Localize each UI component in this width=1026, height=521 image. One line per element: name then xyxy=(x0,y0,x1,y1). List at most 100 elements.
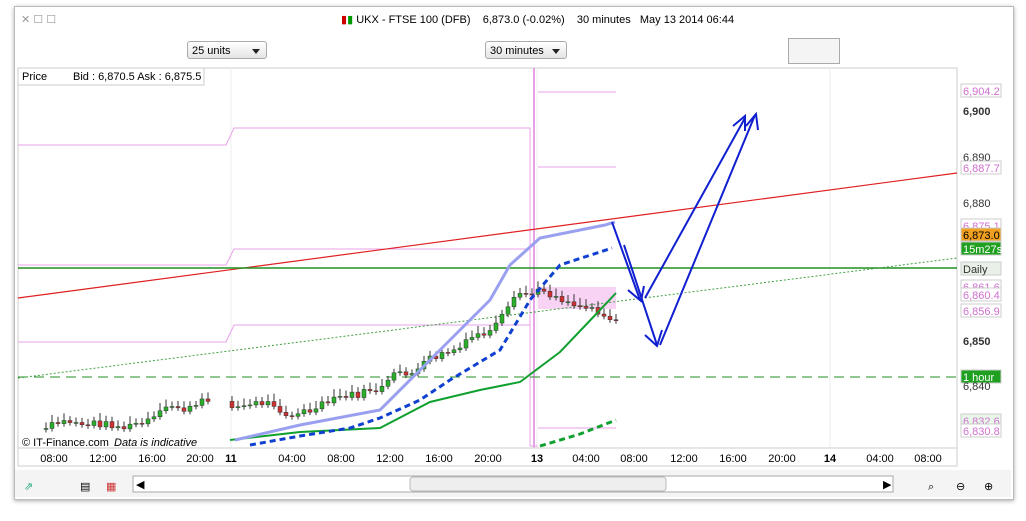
scroll-thumb[interactable] xyxy=(409,476,667,492)
candle-body xyxy=(205,398,211,402)
tool-icon[interactable]: ⇗ xyxy=(24,481,33,493)
candle-body xyxy=(517,293,523,298)
candle-body xyxy=(559,296,565,303)
candle-body xyxy=(577,305,583,308)
price-axis-label: 6,860.4 xyxy=(963,290,1000,302)
zoom-out[interactable]: ⊖ xyxy=(956,481,965,493)
candle-body xyxy=(373,390,379,393)
interval-select[interactable]: 30 minutes xyxy=(485,41,567,59)
time-axis-label: 08:00 xyxy=(914,453,942,465)
candle-body xyxy=(349,391,355,398)
candle-body xyxy=(61,420,67,424)
candle-body xyxy=(169,406,175,408)
price-tag xyxy=(960,160,1002,175)
time-axis-label: 08:00 xyxy=(327,453,355,465)
price-tag xyxy=(960,369,1002,384)
candle-body xyxy=(481,333,487,336)
candle-body xyxy=(247,404,253,407)
time-axis-label: 20:00 xyxy=(474,453,502,465)
copyright: © IT-Finance.com xyxy=(22,437,109,449)
candle-body xyxy=(67,420,73,423)
price-axis-label: 6,887.7 xyxy=(963,163,1000,175)
candle-body xyxy=(109,421,115,429)
zoom-fit[interactable]: ⌕ xyxy=(928,481,934,493)
candle-body xyxy=(499,313,505,324)
price-axis-label: 6,904.2 xyxy=(963,86,1000,98)
candle-body xyxy=(493,322,499,331)
zoom-in[interactable]: ⊕ xyxy=(984,481,993,493)
candle-body xyxy=(331,396,337,404)
candle-body xyxy=(589,307,595,309)
time-axis-label: 12:00 xyxy=(670,453,698,465)
window-buttons[interactable]: ✕ ☐ ☐ xyxy=(21,14,57,26)
time-axis-label: 20:00 xyxy=(186,453,214,465)
candle-body xyxy=(199,398,205,406)
candle-body xyxy=(85,424,91,427)
candle-body xyxy=(553,296,559,298)
price-tag xyxy=(960,287,1002,302)
candle-body xyxy=(337,396,343,398)
candle-body xyxy=(97,420,103,428)
candle-body xyxy=(301,409,307,415)
price-tag xyxy=(960,423,1002,438)
price-tag xyxy=(960,261,1002,276)
price-axis-label: 6,840 xyxy=(963,381,991,393)
indicator-button[interactable] xyxy=(788,38,840,64)
candle-body xyxy=(139,423,145,425)
candle-body xyxy=(571,301,577,307)
candle-body xyxy=(379,386,385,392)
units-select[interactable]: 25 units xyxy=(187,41,267,59)
candle-body xyxy=(565,301,571,304)
candle-body xyxy=(115,426,121,429)
candle-body xyxy=(601,313,607,317)
bid-ask: Bid : 6,870.5 Ask : 6,875.5 xyxy=(73,71,201,83)
candle-body xyxy=(253,401,259,406)
candle-body xyxy=(511,296,517,308)
candle-body xyxy=(79,422,85,426)
candle-body xyxy=(325,401,331,404)
scroll-right[interactable]: ▶ xyxy=(883,479,892,491)
candle-body xyxy=(229,401,235,408)
candle-body xyxy=(55,422,61,424)
candle-body xyxy=(121,426,127,430)
price-tag xyxy=(960,241,1002,256)
price-axis-label: 15m27s xyxy=(963,244,1003,256)
time-axis-label: 20:00 xyxy=(768,453,796,465)
time-axis-label: 04:00 xyxy=(278,453,306,465)
candle-body xyxy=(505,306,511,315)
price-tag xyxy=(960,83,1002,98)
candle-body xyxy=(445,352,451,354)
time-axis-label: 13 xyxy=(531,453,543,465)
time-axis-label: 16:00 xyxy=(719,453,747,465)
symbol: UKX - FTSE 100 (DFB) xyxy=(356,14,471,26)
price-tag xyxy=(960,303,1002,318)
time-axis-label: 11 xyxy=(225,453,237,465)
tool-icon[interactable]: ▤ xyxy=(80,481,90,493)
candle-body xyxy=(355,391,361,398)
candle-body xyxy=(361,389,367,398)
candle-body xyxy=(319,401,325,410)
candle-body xyxy=(343,396,349,398)
tool-icon[interactable]: ▦ xyxy=(106,481,116,493)
time-axis-label: 16:00 xyxy=(425,453,453,465)
candle-body xyxy=(583,306,589,309)
candle-body xyxy=(439,352,445,359)
candle-body xyxy=(91,420,97,426)
candle-body xyxy=(235,406,241,408)
candle-body xyxy=(295,413,301,417)
interval: 30 minutes xyxy=(576,14,631,26)
candle-body xyxy=(451,349,457,353)
candle-body xyxy=(241,405,247,407)
scroll-left[interactable]: ◀ xyxy=(136,479,145,491)
price-axis-label: Daily xyxy=(963,264,988,276)
candle-body xyxy=(271,401,277,407)
candle-body xyxy=(277,406,283,413)
candle-body xyxy=(43,428,49,430)
price-label: Price xyxy=(22,71,47,83)
candle-body xyxy=(163,406,169,412)
candle-body xyxy=(391,372,397,381)
time-axis-label: 14 xyxy=(824,453,837,465)
candle-body xyxy=(397,371,403,374)
candle-body xyxy=(487,330,493,336)
candle-body xyxy=(157,410,163,417)
